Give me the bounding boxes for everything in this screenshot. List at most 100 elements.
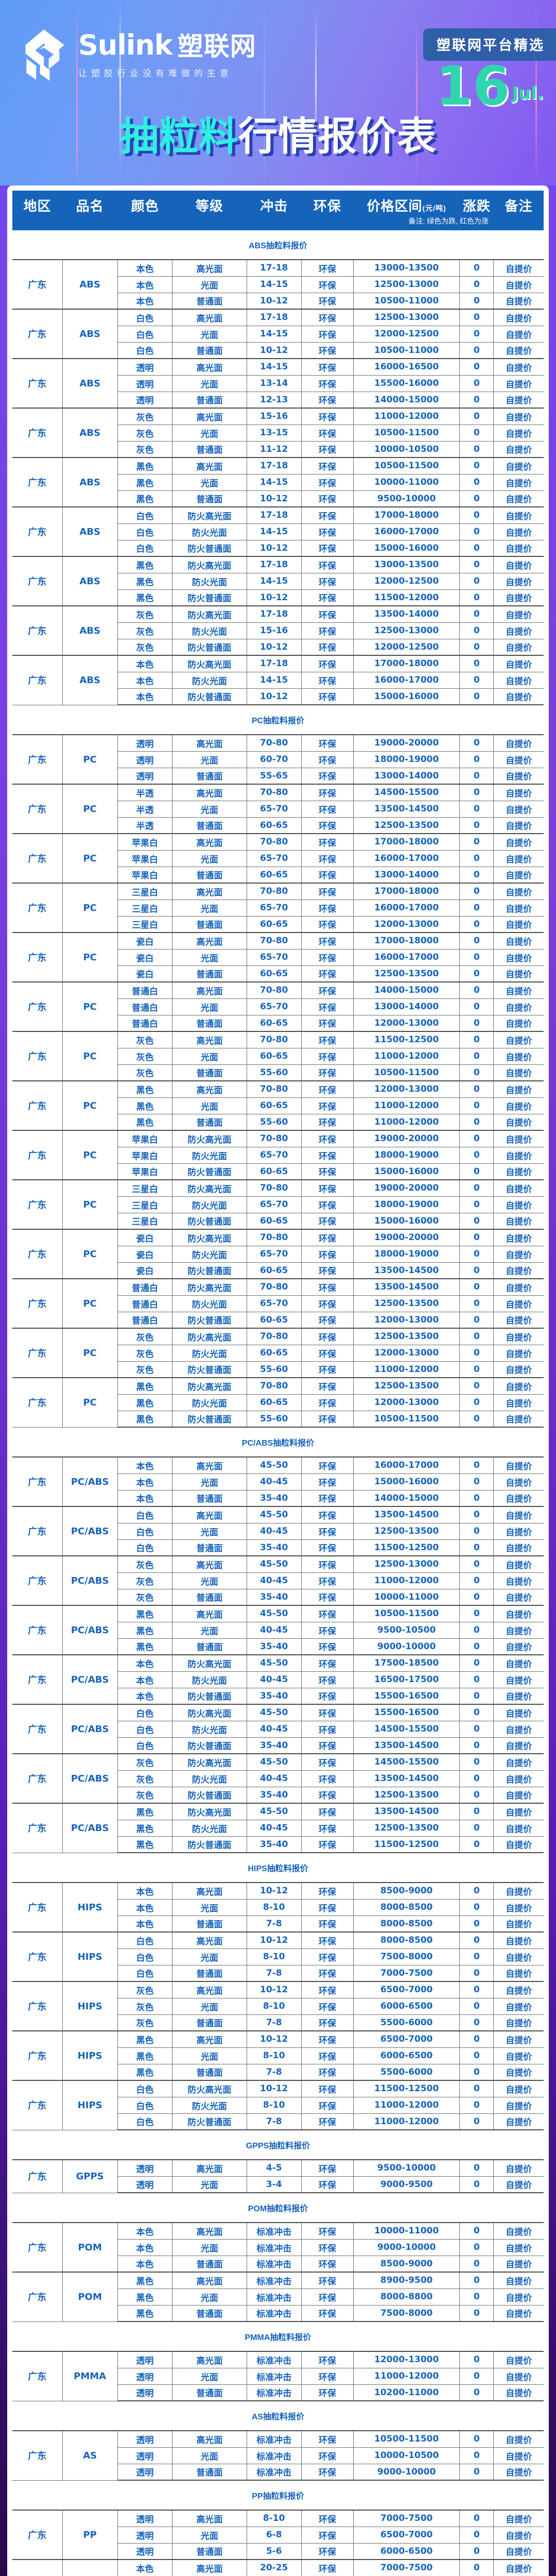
cell-price: 9000-10000 [353,1638,460,1655]
cell-impact: 7-8 [246,1915,302,1933]
cell-note: 自提价 [493,2543,544,2560]
decor-stripe-6 [535,0,537,185]
cell-color: 本色 [117,1654,173,1672]
cell-impact: 60-65 [246,1394,302,1411]
cell-env: 环保 [301,2272,354,2289]
cell-env: 环保 [301,1410,354,1428]
cell-note: 自提价 [493,539,544,557]
cell-note: 自提价 [493,1014,544,1032]
cell-impact: 标准冲击 [246,2304,302,2322]
cell-env: 环保 [301,1753,354,1771]
price-table-body: ABS抽粒料报价 广东 ABS 本色 高光面 17-18 环保 13000-13500 0 自提价… [12,230,544,2576]
cell-color: 白色 [117,2113,173,2130]
cell-change: 0 [459,1654,494,1672]
cell-product-name: POM [62,2272,118,2322]
cell-note: 自提价 [493,1506,544,1523]
cell-color: 本色 [117,1473,173,1490]
cell-env: 环保 [301,1981,354,1998]
table-row: 透明 普通面 55-65 环保 13000-14000 0 自提价 [12,767,544,785]
cell-price: 7000-7500 [353,2559,460,2576]
cell-product-name: PC [62,883,118,933]
cell-color: 透明 [117,751,173,768]
cell-price: 12000-13000 [353,2351,460,2368]
cell-impact: 60-65 [246,1262,302,1279]
cell-color: 灰色 [117,424,173,442]
cell-change: 0 [459,2096,494,2114]
cell-note: 自提价 [493,556,544,573]
cell-note: 自提价 [493,1163,544,1180]
cell-change: 0 [459,2384,494,2401]
cell-color: 透明 [117,734,173,752]
cell-change: 0 [459,671,494,689]
table-row: 广东 PC/ABS 灰色 高光面 45-50 环保 12500-13000 0 自提价 [12,1555,544,1606]
cell-note: 自提价 [493,1245,544,1263]
cell-color: 苹果白 [117,1146,173,1164]
cell-change: 0 [459,2510,494,2527]
price-table-head: 地区 品名 颜色 等级 冲击 环保 价格区间(元/吨) 涨跌 备注 备注: 绿色… [12,191,544,230]
col-grade: 等级 [172,191,247,216]
cell-env: 环保 [301,932,354,950]
cell-env: 环保 [301,1770,354,1787]
cell-note: 自提价 [493,1997,544,2015]
cell-region: 广东 [12,358,63,409]
cell-color: 灰色 [117,408,173,425]
brand-name-cn: 塑联网 [177,32,256,61]
cell-change: 0 [459,1377,494,1395]
cell-note: 自提价 [493,1964,544,1982]
col-name: 品名 [62,191,118,216]
cell-color: 普通白 [117,981,173,999]
cell-env: 环保 [301,1361,354,1378]
cell-env: 环保 [301,1836,354,1853]
cell-color: 黑色 [117,1638,173,1655]
cell-env: 环保 [301,1014,354,1032]
cell-impact: 70-80 [246,1031,302,1048]
cell-impact: 17-18 [246,259,302,277]
cell-grade: 光面 [172,1948,247,1965]
cell-price: 18000-19000 [353,1245,460,1263]
cell-region: 广东 [12,556,63,606]
cell-product-name: ABS [62,408,118,458]
cell-env: 环保 [301,2543,354,2560]
cell-env: 环保 [301,784,354,801]
cell-price: 10500-11500 [353,424,460,442]
cell-env: 环保 [301,1931,354,1949]
cell-color: 黑色 [117,1097,173,1114]
cell-impact: 40-45 [246,1473,302,1490]
col-env: 环保 [301,191,354,216]
cell-change: 0 [459,1964,494,1982]
cell-grade: 防火光面 [172,671,247,689]
cell-color: 本色 [117,2222,173,2240]
cell-note: 自提价 [493,965,544,982]
cell-change: 0 [459,1555,494,1573]
cell-impact: 60-65 [246,1311,302,1329]
cell-color: 本色 [117,655,173,672]
cell-impact: 65-70 [246,1146,302,1164]
cell-impact: 7-8 [246,2063,302,2081]
cell-impact: 15-16 [246,408,302,425]
cell-grade: 普通面 [172,2255,247,2273]
cell-impact: 60-65 [246,1163,302,1180]
cell-impact: 标准冲击 [246,2239,302,2256]
table-row: 广东 ABS 灰色 防火高光面 17-18 环保 13500-14000 0 自提价 [12,605,544,656]
cell-change: 0 [459,572,494,590]
cell-change: 0 [459,2367,494,2385]
cell-price: 10500-11000 [353,292,460,310]
cell-price: 14500-15500 [353,1720,460,1738]
cell-impact: 3-4 [246,2176,302,2193]
cell-grade: 防火光面 [172,1196,247,1213]
cell-price: 8000-8500 [353,1931,460,1949]
cell-impact: 35-40 [246,1489,302,1507]
cell-note: 自提价 [493,916,544,933]
table-row: 本色 普通面 7-8 环保 8000-8500 0 自提价 [12,1915,544,1933]
table-row: 透明 光面 3-4 环保 9000-9500 0 自提价 [12,2176,544,2193]
cell-change: 0 [459,2255,494,2273]
cell-change: 0 [459,539,494,557]
cell-color: 三星白 [117,916,173,933]
cell-grade: 光面 [172,375,247,392]
cell-price: 19000-20000 [353,1130,460,1147]
cell-env: 环保 [301,751,354,768]
cell-change: 0 [459,1361,494,1378]
cell-grade: 高光面 [172,2559,247,2576]
table-row: 黑色 防火光面 14-15 环保 12000-12500 0 自提价 [12,572,544,590]
cell-note: 自提价 [493,817,544,834]
